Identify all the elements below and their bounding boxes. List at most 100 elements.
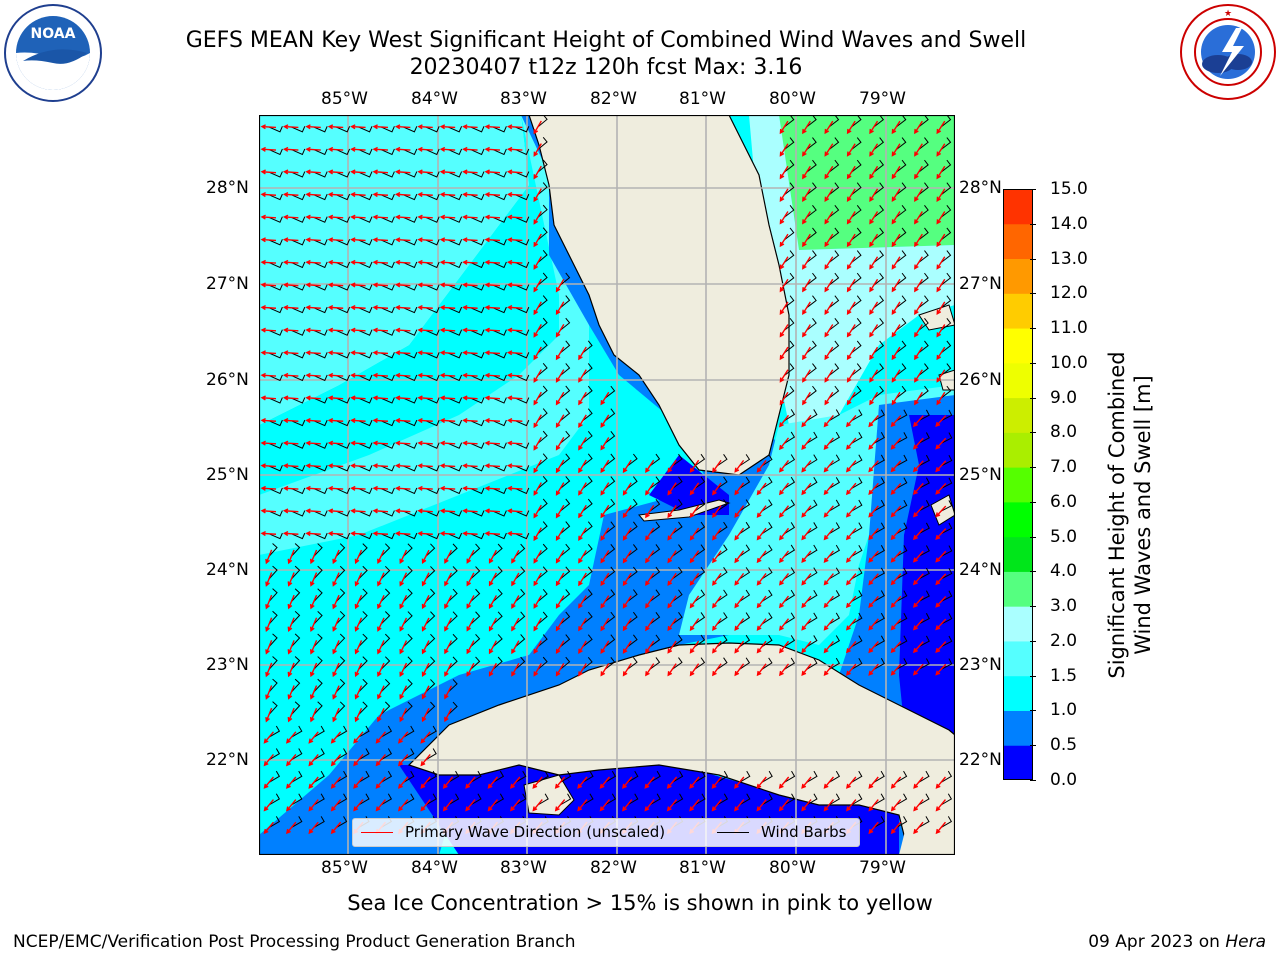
wind-barb <box>470 543 481 557</box>
wind-barb <box>783 182 795 196</box>
wind-barb <box>895 635 908 648</box>
wind-barb <box>492 465 507 472</box>
wind-barb <box>895 340 907 354</box>
wave-direction-arrow <box>265 572 273 587</box>
wind-barb <box>806 770 818 783</box>
wave-direction-arrow <box>914 120 923 135</box>
wind-barb <box>380 397 395 404</box>
wave-direction-arrow <box>286 753 297 767</box>
wind-barb <box>649 793 661 806</box>
wind-barb <box>739 589 751 603</box>
wind-barb <box>537 543 548 557</box>
wave-direction-arrow <box>466 640 475 655</box>
wave-direction-arrow <box>578 572 587 587</box>
wave-direction-arrow <box>372 372 389 378</box>
wind-barb <box>492 487 507 495</box>
wind-barb <box>783 770 796 783</box>
colorbar-ticks: 0.0 0.5 1.0 1.5 2.0 3.0 4.0 5.0 6.0 7.0 8.0 9.0 10.0… <box>1030 179 1104 790</box>
lon-label-top: 85°W <box>321 89 368 109</box>
colorbar-label-line1: Significant Height of Combined <box>1105 351 1129 679</box>
wind-barb <box>851 159 862 173</box>
wind-barb <box>313 442 328 449</box>
wave-direction-arrow <box>869 278 879 293</box>
wave-direction-arrow <box>846 143 856 157</box>
wind-barb <box>828 477 841 490</box>
lon-label-bottom: 81°W <box>679 858 726 878</box>
wave-direction-arrow <box>394 124 411 130</box>
wave-direction-arrow <box>578 595 587 609</box>
wind-barb <box>291 239 306 246</box>
wind-barb <box>559 340 571 354</box>
wave-direction-arrow <box>533 188 542 203</box>
wave-direction-arrow <box>778 776 790 789</box>
colorbar-segment <box>1003 362 1033 399</box>
wave-direction-arrow <box>265 685 273 700</box>
wind-barb <box>268 725 281 738</box>
wind-barb <box>268 793 281 806</box>
colorbar-tick-mark <box>1030 501 1036 503</box>
wind-barb <box>694 476 706 490</box>
wind-barb <box>358 306 373 314</box>
wave-direction-arrow <box>511 549 520 564</box>
wind-barb <box>403 193 418 201</box>
wind-barb <box>918 613 930 625</box>
wave-direction-arrow <box>779 414 790 428</box>
wind-barb <box>918 182 929 196</box>
wave-direction-arrow <box>600 459 610 474</box>
wind-barb <box>447 633 458 648</box>
wind-barb <box>582 566 593 580</box>
wave-direction-arrow <box>399 708 408 723</box>
wind-barb <box>716 634 728 648</box>
wind-barb <box>268 465 283 472</box>
wave-direction-arrow <box>439 508 456 514</box>
wind-barb <box>268 284 283 291</box>
wave-direction-arrow <box>599 776 611 789</box>
wind-barb <box>492 374 507 382</box>
wave-direction-arrow <box>712 550 722 564</box>
wave-direction-arrow <box>466 617 475 632</box>
wave-direction-arrow <box>779 165 789 180</box>
lon-label-top: 84°W <box>411 89 458 109</box>
wind-barb <box>783 431 796 444</box>
wind-barb <box>268 419 283 427</box>
wave-direction-arrow <box>332 662 340 678</box>
wind-barb <box>291 565 301 580</box>
wind-barb <box>492 126 507 133</box>
wave-direction-arrow <box>890 528 902 541</box>
colorbar-segment <box>1003 258 1033 294</box>
wave-direction-arrow <box>622 550 632 564</box>
wave-direction-arrow <box>914 233 923 248</box>
wind-barb <box>828 409 841 422</box>
wind-barb <box>649 770 661 783</box>
wave-direction-arrow <box>801 776 812 789</box>
wind-barb <box>470 793 482 806</box>
colorbar-tick-mark <box>1030 640 1036 642</box>
wave-direction-arrow <box>622 640 632 654</box>
wave-direction-arrow <box>555 595 565 609</box>
wind-barb <box>940 522 953 535</box>
wind-barb <box>335 725 348 738</box>
wave-direction-arrow <box>912 528 924 541</box>
wave-direction-arrow <box>399 685 408 700</box>
wind-barb <box>940 205 952 218</box>
wind-barb <box>335 656 346 670</box>
wave-direction-arrow <box>350 282 366 288</box>
wind-barb <box>403 442 418 449</box>
wave-direction-arrow <box>260 485 277 491</box>
wind-barb <box>268 701 278 715</box>
wind-barb <box>380 510 395 517</box>
wave-direction-arrow <box>484 146 501 152</box>
lon-label-bottom: 80°W <box>769 858 816 878</box>
wind-barb <box>403 701 413 715</box>
wave-direction-arrow <box>305 327 321 333</box>
wave-direction-arrow <box>890 437 902 450</box>
wave-direction-arrow <box>372 192 389 198</box>
wind-barb <box>403 487 418 495</box>
wind-barb <box>470 352 485 359</box>
wind-barb <box>515 306 530 314</box>
wave-direction-arrow <box>891 120 901 135</box>
wind-barb <box>918 409 930 422</box>
wave-direction-arrow <box>846 324 856 338</box>
wind-barb <box>291 543 301 557</box>
wind-barb <box>783 567 796 580</box>
